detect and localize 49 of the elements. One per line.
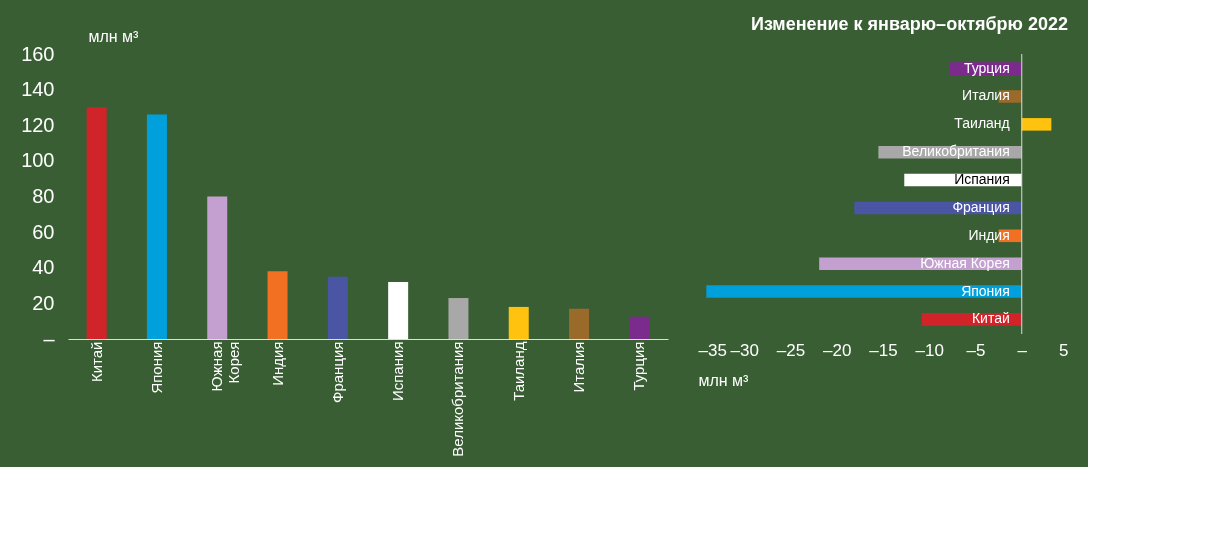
bar — [267, 271, 288, 339]
bar — [207, 196, 228, 339]
y-tick-label: Испания — [954, 171, 1010, 188]
x-axis-title: млн м³ — [698, 371, 750, 389]
y-tick-label: Южная Корея — [920, 254, 1010, 271]
y-tick-label: Италия — [962, 87, 1010, 104]
bar — [146, 114, 167, 339]
y-tick-label: 60 — [32, 220, 55, 243]
x-tick-label: –20 — [823, 340, 852, 360]
y-tick-label: 20 — [32, 291, 55, 314]
x-tick-label: –30 — [730, 340, 759, 360]
chart-title: Изменение к январю–октябрю 2022 — [750, 13, 1068, 34]
x-tick-label: Турция — [630, 341, 648, 391]
bar — [629, 316, 650, 339]
y-tick-label: 120 — [21, 113, 55, 136]
y-tick-label: 160 — [21, 42, 55, 65]
x-tick-label: Япония — [147, 341, 165, 394]
y-tick-label: 140 — [21, 78, 55, 101]
x-tick-label: –5 — [966, 340, 986, 360]
y-tick-label: 40 — [32, 256, 55, 279]
bar — [86, 107, 107, 339]
y-axis-title: млн м³ — [88, 27, 140, 45]
x-tick-label: –35 — [698, 340, 727, 360]
y-tick-label: Таиланд — [954, 115, 1010, 132]
y-tick-label: Япония — [961, 282, 1010, 299]
x-tick-label: Индия — [268, 341, 286, 386]
y-tick-label: Франция — [952, 198, 1010, 215]
y-tick-label: Великобритания — [902, 143, 1010, 160]
x-tick-label: Великобритания — [449, 341, 467, 457]
x-tick-label: Испания — [389, 341, 407, 402]
bar — [388, 282, 409, 339]
y-tick-label: Турция — [963, 59, 1010, 76]
bar — [327, 276, 348, 339]
x-tick-label: Франция — [328, 341, 346, 403]
x-tick-label: –10 — [915, 340, 944, 360]
y-tick-label: Китай — [971, 310, 1010, 327]
bar — [569, 308, 590, 339]
x-tick-label: Таиланд — [509, 341, 527, 401]
bar — [448, 298, 469, 339]
bar — [508, 306, 529, 339]
x-tick-label: –15 — [869, 340, 898, 360]
y-tick-label: 80 — [32, 185, 55, 207]
x-tick-label: – — [1017, 340, 1028, 360]
x-tick-label: –25 — [776, 340, 806, 360]
x-tick-label: Южная Корея — [208, 341, 243, 392]
x-tick-label: Италия — [570, 341, 588, 393]
x-tick-label: Китай — [87, 341, 105, 383]
x-tick-label: 5 — [1059, 340, 1069, 360]
y-tick-label: 100 — [21, 149, 55, 172]
